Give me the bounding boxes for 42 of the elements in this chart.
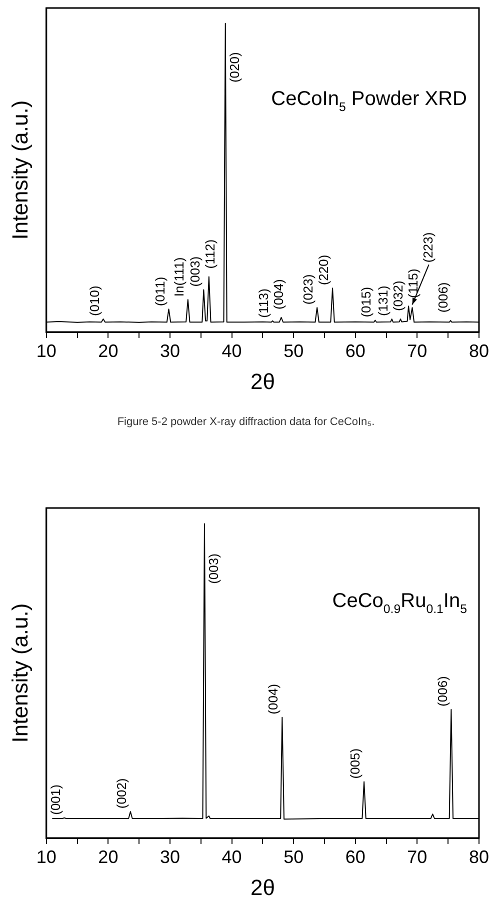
annotation: (113) [256, 288, 272, 318]
annotation: (006) [434, 676, 450, 706]
x-tick-label: 70 [407, 846, 428, 867]
annotation: (006) [435, 282, 450, 313]
x-axis-title: 2θ [250, 368, 275, 394]
x-tick-label: 40 [222, 340, 242, 361]
x-tick-label: 40 [222, 846, 242, 867]
annotation: (005) [348, 748, 363, 779]
x-tick-label: 50 [284, 846, 304, 867]
annotation: (015) [358, 286, 374, 318]
x-tick-label: 20 [98, 846, 118, 867]
annotation: (002) [114, 778, 130, 809]
annotation: (004) [266, 684, 281, 714]
x-axis-title: 2θ [250, 874, 275, 900]
x-tick-label: 10 [36, 846, 56, 867]
x-tick-label: 30 [160, 340, 180, 361]
caption: Figure 5-2 powder X-ray diffraction data for CeCoIn₅. [116, 416, 376, 428]
annotation: (003) [206, 554, 222, 584]
annotation: (223) [420, 232, 436, 263]
annotation: (010) [86, 286, 102, 316]
annotation: (003) [187, 256, 202, 287]
annotation: (020) [226, 52, 242, 83]
x-tick-label: 60 [345, 340, 366, 361]
x-tick-label: 70 [407, 340, 428, 361]
annotation: (011) [152, 276, 168, 306]
x-tick-label: 10 [36, 340, 56, 361]
x-tick-label: 80 [468, 846, 490, 867]
annotation: (023) [300, 274, 316, 305]
y-axis-title: Intensity (a.u.) [7, 603, 32, 743]
annotation: In(111) [171, 257, 186, 297]
x-tick-label: 20 [98, 340, 118, 361]
annotation: (032) [390, 280, 406, 312]
annotation: (131) [375, 286, 390, 316]
x-tick-label: 50 [284, 340, 304, 361]
annotation: (001) [48, 784, 63, 815]
x-tick-label: 60 [345, 846, 366, 867]
annotation: (004) [271, 279, 286, 310]
annotation: (220) [316, 254, 332, 286]
x-tick-label: 30 [160, 846, 180, 867]
x-tick-label: 80 [468, 340, 490, 361]
y-axis-title: Intensity (a.u.) [7, 100, 32, 240]
annotation: (112) [202, 239, 218, 269]
